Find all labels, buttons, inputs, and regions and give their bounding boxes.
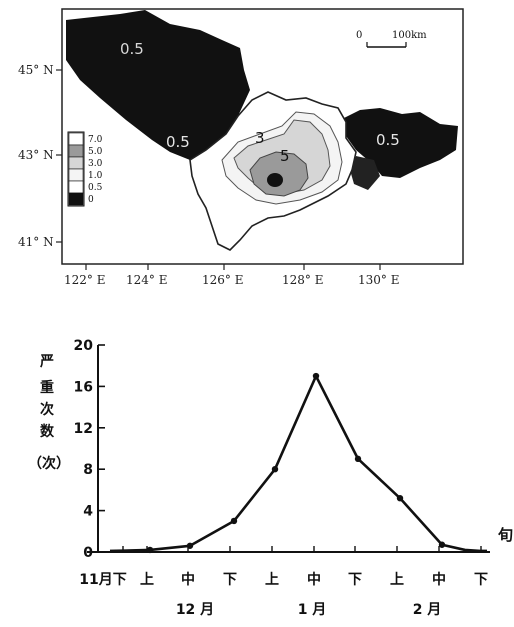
y-tick-labels: 0 4 8 12 16 20 <box>74 338 105 561</box>
x-axis-unit: 旬 <box>497 526 513 544</box>
series-point <box>354 455 362 463</box>
x-tick-label: 中 <box>181 571 195 588</box>
series-point <box>396 494 404 502</box>
legend-swatch <box>68 144 84 158</box>
y-label-part: （次） <box>28 455 70 472</box>
line-chart-axes <box>87 345 490 553</box>
lon-tick-label: 124° E <box>126 273 167 287</box>
series-point <box>146 546 154 554</box>
month-labels: 12 月 1 月 2 月 <box>176 602 441 618</box>
legend-swatch <box>68 168 84 182</box>
legend-label: 0.5 <box>88 183 103 193</box>
y-tick-label: 4 <box>83 504 93 520</box>
map-region-west-low <box>66 10 250 160</box>
series-point <box>186 542 194 549</box>
scale-bar: 0 100km <box>356 30 427 48</box>
lon-tick-label: 126° E <box>202 273 243 287</box>
legend-label: 0 <box>88 195 94 205</box>
x-tick-label: 中 <box>307 571 321 588</box>
lat-axis: 45° N 43° N 41° N <box>18 63 62 249</box>
label-contour-5: 5 <box>280 147 290 165</box>
month-label: 12 月 <box>176 602 214 618</box>
legend-swatch <box>68 156 84 170</box>
y-label-part: 严 <box>39 354 54 370</box>
lat-tick-label: 41° N <box>18 235 54 249</box>
lon-axis: 122° E 124° E 126° E 128° E 130° E <box>64 264 399 287</box>
y-label-part: 重 <box>40 379 54 396</box>
series-point <box>230 517 238 525</box>
legend-label: 7.0 <box>88 135 103 145</box>
legend-label: 5.0 <box>88 147 103 157</box>
x-tick-label: 下 <box>474 572 488 588</box>
contour-7 <box>267 173 283 187</box>
series-point <box>271 466 279 473</box>
series-point <box>438 541 446 548</box>
lat-tick-label: 45° N <box>18 63 54 77</box>
map-legend: 7.0 5.0 3.0 1.0 0.5 0 <box>67 131 103 207</box>
x-tick-label: 中 <box>432 571 446 588</box>
x-tick-label: 上 <box>390 572 404 588</box>
lat-tick-label: 43° N <box>18 148 54 162</box>
label-east-low: 0.5 <box>376 131 400 149</box>
y-tick-label: 12 <box>74 421 93 437</box>
x-tick-label: 上 <box>265 572 279 588</box>
legend-swatch <box>68 192 84 206</box>
y-label-part: 次 <box>40 401 54 418</box>
map-panel: 0 100km 7.0 5.0 3.0 1.0 0.5 0 0.5 0.5 0.5 3 5… <box>18 8 464 287</box>
scale-end: 100km <box>392 30 427 41</box>
legend-frame <box>67 131 85 207</box>
lon-tick-label: 122° E <box>64 273 105 287</box>
series-point <box>312 372 320 380</box>
map-region-east-patch <box>350 156 380 190</box>
series-points <box>146 372 446 554</box>
x-tick-label: 下 <box>223 572 237 588</box>
legend-swatch <box>68 180 84 194</box>
x-tick-label: 上 <box>140 572 154 588</box>
y-label-part: 数 <box>40 423 55 440</box>
label-central-low: 0.5 <box>166 133 190 151</box>
y-tick-label: 20 <box>74 338 94 354</box>
month-label: 2 月 <box>413 602 442 618</box>
lon-tick-label: 128° E <box>282 273 323 287</box>
lon-tick-label: 130° E <box>358 273 399 287</box>
y-tick-label: 0 <box>83 545 93 561</box>
x-tick-label: 下 <box>348 572 362 588</box>
legend-swatch <box>68 132 84 146</box>
legend-label: 1.0 <box>88 171 103 181</box>
scale-start: 0 <box>356 30 362 41</box>
x-tick-label: 11月下 <box>79 572 126 588</box>
y-tick-label: 8 <box>83 462 93 478</box>
series-line <box>109 374 487 553</box>
x-tick-labels: 11月下上中下上中下上中下 <box>79 546 488 588</box>
y-tick-label: 16 <box>74 379 93 395</box>
label-contour-3: 3 <box>255 129 265 147</box>
month-label: 1 月 <box>298 602 327 618</box>
legend-label: 3.0 <box>88 159 103 169</box>
label-west-low: 0.5 <box>120 40 144 58</box>
